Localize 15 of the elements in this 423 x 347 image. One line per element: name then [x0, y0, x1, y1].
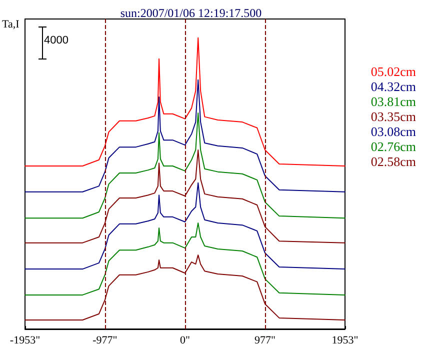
- x-tick-label: 977": [254, 334, 276, 346]
- x-tick-label: -977": [92, 334, 118, 346]
- text: 03.81cm: [370, 94, 416, 109]
- text: 03.08cm: [370, 124, 416, 139]
- text: 03.35cm: [370, 109, 416, 124]
- text: 02.58cm: [370, 154, 416, 169]
- text: 04.32cm: [370, 79, 416, 94]
- text: 05.02cm: [370, 64, 416, 79]
- x-tick-label: 1953": [332, 334, 358, 346]
- x-tick-label: -1953": [10, 334, 40, 346]
- text: 02.76cm: [370, 139, 416, 154]
- x-tick-label: 0": [180, 334, 190, 346]
- y-axis-title: Ta,I: [2, 18, 20, 30]
- chart-title: sun:2007/01/06 12:19:17.500: [120, 6, 262, 20]
- annotation: 4000: [44, 34, 68, 46]
